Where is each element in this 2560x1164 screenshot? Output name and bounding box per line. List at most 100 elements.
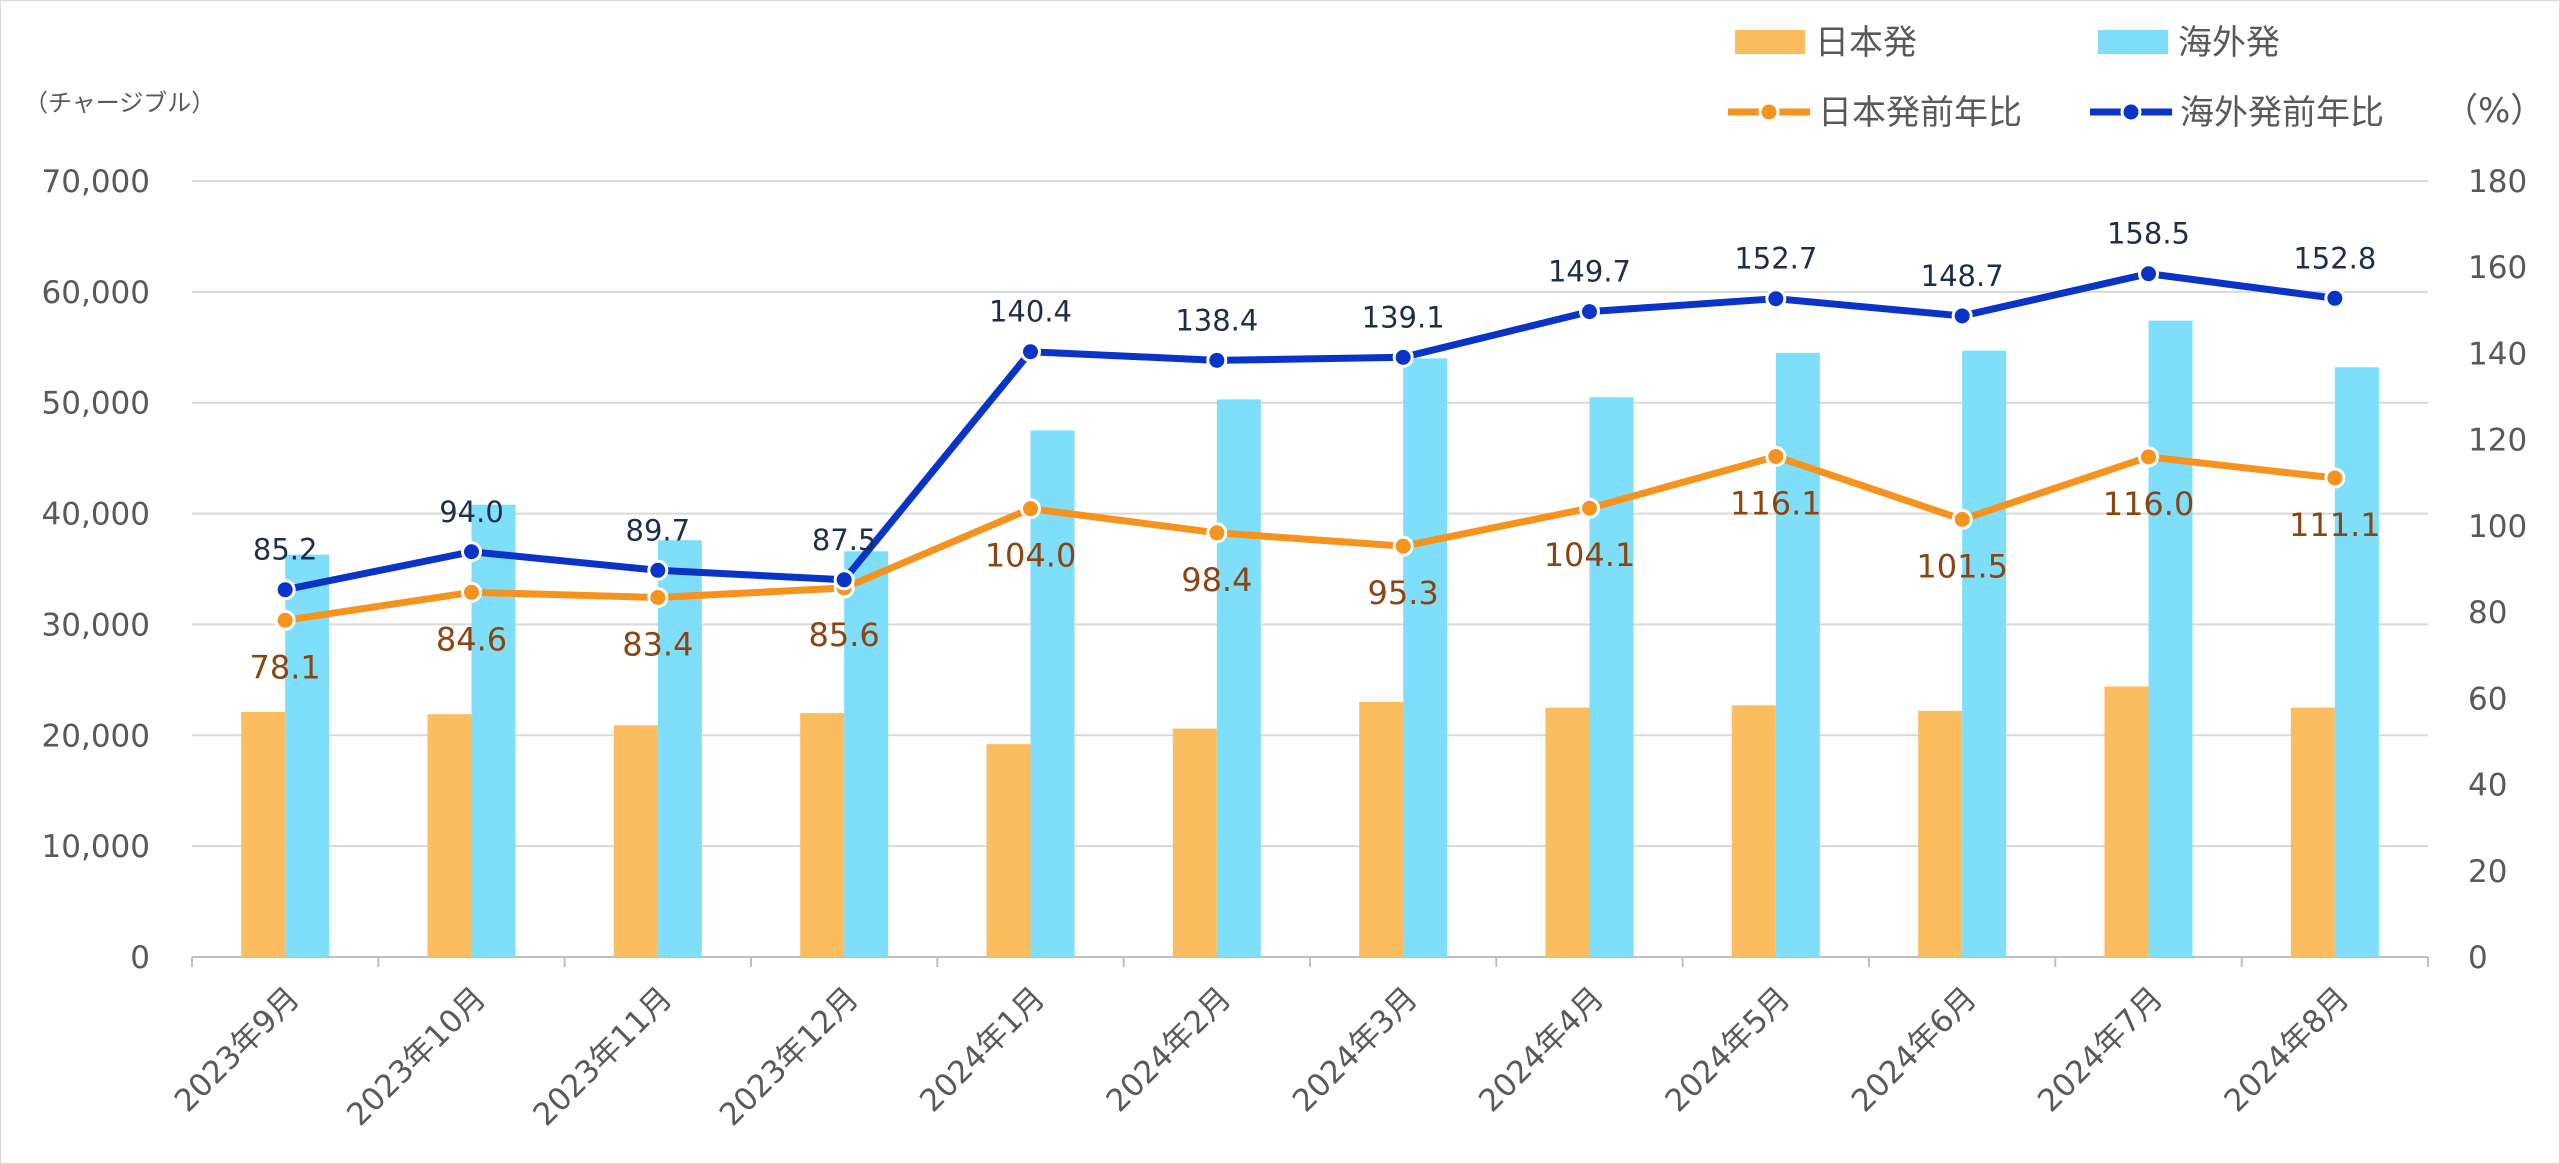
line-marker xyxy=(1579,497,1600,519)
legend-swatch xyxy=(2098,30,2168,54)
line-marker xyxy=(1392,535,1414,557)
bar-overseas xyxy=(1962,350,2007,957)
line-marker xyxy=(2324,467,2346,489)
data-label-overseas-yoy: 87.5 xyxy=(812,523,877,557)
data-label-japan-yoy: 83.4 xyxy=(622,625,693,663)
bar-overseas xyxy=(657,540,702,957)
line-marker xyxy=(1206,522,1228,544)
line-marker xyxy=(647,586,669,608)
y-right-tick-label: 180 xyxy=(2468,164,2527,200)
y-right-tick-label: 120 xyxy=(2468,423,2527,459)
data-label-japan-yoy: 116.0 xyxy=(2103,485,2195,523)
line-marker xyxy=(1020,498,1041,520)
data-label-overseas-yoy: 149.7 xyxy=(1548,255,1631,289)
line-marker xyxy=(1765,288,1787,310)
bar-japan xyxy=(1359,702,1404,957)
line-marker xyxy=(1206,349,1228,371)
bar-japan xyxy=(2290,707,2335,957)
bar-japan xyxy=(613,725,658,957)
y-left-tick-label: 40,000 xyxy=(42,497,150,533)
y-right-tick-label: 100 xyxy=(2468,509,2527,545)
data-label-overseas-yoy: 85.2 xyxy=(253,533,318,567)
y-right-tick-label: 0 xyxy=(2468,940,2488,976)
line-japan-yoy xyxy=(281,452,2339,624)
y-right-tick-label: 40 xyxy=(2468,768,2507,804)
legend-label: 海外発前年比 xyxy=(2180,93,2384,133)
line-overseas-yoy xyxy=(281,270,2339,594)
y-left-tick-label: 20,000 xyxy=(42,718,150,754)
legend-swatch xyxy=(1735,30,1805,54)
bar-overseas xyxy=(471,504,516,957)
bar-japan xyxy=(986,744,1031,957)
bar-japan xyxy=(800,713,845,957)
bar-overseas xyxy=(1216,399,1261,958)
data-label-overseas-yoy: 152.7 xyxy=(1734,242,1817,276)
line-marker xyxy=(2324,287,2346,309)
data-label-japan-yoy: 104.0 xyxy=(985,537,1077,575)
data-label-japan-yoy: 84.6 xyxy=(436,620,507,658)
line-marker xyxy=(1020,341,1041,363)
y-left-tick-label: 50,000 xyxy=(42,386,150,422)
legend-label: 日本発前年比 xyxy=(1818,93,2022,133)
legend-label: 日本発 xyxy=(1815,23,1917,63)
line-marker xyxy=(1765,445,1787,467)
label-layer: 78.1 84.6 83.4 85.6 104.0 98.4 95.3 104.1 116.1 1… xyxy=(250,217,2381,687)
data-label-overseas-yoy: 158.5 xyxy=(2107,217,2190,251)
line-marker xyxy=(461,581,482,603)
data-label-overseas-yoy: 138.4 xyxy=(1175,303,1258,337)
y-left-tick-label: 10,000 xyxy=(42,829,150,865)
y-left-tick-label: 0 xyxy=(130,940,150,976)
line-marker xyxy=(1951,305,1973,327)
data-label-japan-yoy: 78.1 xyxy=(250,648,321,686)
data-label-japan-yoy: 98.4 xyxy=(1181,561,1252,599)
y-left-axis-title: （チャージブル） xyxy=(24,89,215,117)
y-right-tick-label: 20 xyxy=(2468,854,2507,890)
line-marker xyxy=(461,541,482,563)
y-right-tick-label: 160 xyxy=(2468,250,2527,286)
bar-overseas xyxy=(2334,367,2379,957)
data-label-japan-yoy: 95.3 xyxy=(1368,574,1439,612)
data-label-overseas-yoy: 89.7 xyxy=(626,513,691,547)
bar-japan xyxy=(1545,707,1590,957)
legend-label: 海外発 xyxy=(2178,23,2280,63)
line-marker xyxy=(647,559,669,581)
line-marker xyxy=(833,569,855,591)
bar-japan xyxy=(241,712,286,957)
line-marker xyxy=(1951,508,1973,530)
data-label-japan-yoy: 85.6 xyxy=(809,616,880,654)
y-right-axis-title: （%） xyxy=(2444,91,2544,131)
data-label-japan-yoy: 104.1 xyxy=(1544,536,1636,574)
line-marker xyxy=(1579,301,1600,323)
data-label-overseas-yoy: 140.4 xyxy=(989,295,1072,329)
line-marker xyxy=(2138,446,2159,468)
data-label-overseas-yoy: 94.0 xyxy=(439,495,504,529)
y-right-tick-label: 140 xyxy=(2468,336,2527,372)
line-layer xyxy=(274,263,2346,631)
bar-overseas xyxy=(1030,430,1075,957)
y-right-tick-label: 80 xyxy=(2468,595,2507,631)
bar-japan xyxy=(427,714,472,957)
data-label-japan-yoy: 101.5 xyxy=(1916,547,2008,585)
bar-overseas xyxy=(844,551,889,957)
data-label-japan-yoy: 116.1 xyxy=(1730,484,1822,522)
y-left-tick-label: 30,000 xyxy=(42,607,150,643)
y-right-tick-label: 60 xyxy=(2468,681,2507,717)
line-marker xyxy=(274,609,296,631)
data-label-overseas-yoy: 148.7 xyxy=(1921,259,2004,293)
bar-overseas xyxy=(1775,352,1820,957)
bar-overseas xyxy=(2148,320,2193,957)
data-label-japan-yoy: 111.1 xyxy=(2289,506,2381,544)
y-left-tick-label: 60,000 xyxy=(42,275,150,311)
legend-marker xyxy=(2120,101,2142,123)
bar-japan xyxy=(1918,710,1963,957)
bar-layer xyxy=(241,320,2379,958)
data-label-overseas-yoy: 139.1 xyxy=(1362,300,1445,334)
line-marker xyxy=(2138,263,2159,285)
bar-overseas xyxy=(1403,358,1448,957)
line-marker xyxy=(1392,346,1414,368)
y-left-tick-label: 70,000 xyxy=(42,164,150,200)
